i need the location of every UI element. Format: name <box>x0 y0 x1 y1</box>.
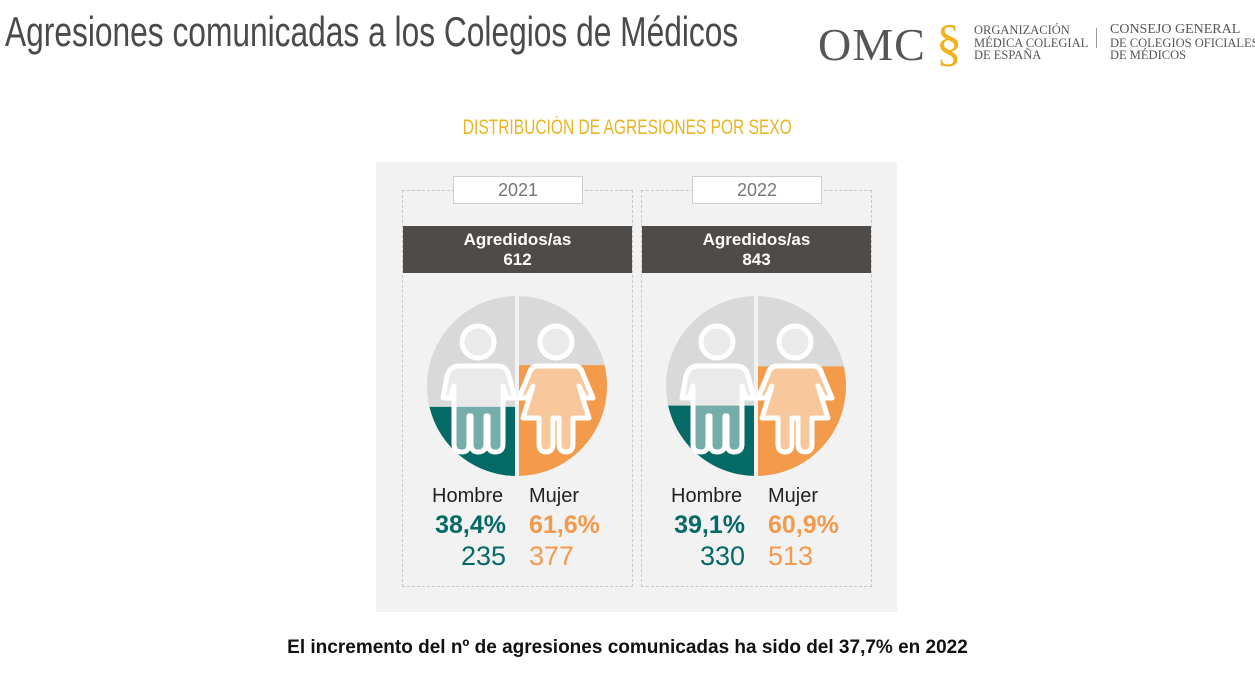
woman-head <box>537 323 575 361</box>
hombre-percent: 38,4% <box>435 511 506 539</box>
org-line: ORGANIZACIÓN <box>974 23 1070 37</box>
logo-council-name: CONSEJO GENERAL DE COLEGIOS OFICIALES DE… <box>1110 22 1255 62</box>
chart-subtitle: DISTRIBUCIÓN DE AGRESIONES POR SEXO <box>0 116 1255 140</box>
org-line: DE ESPAÑA <box>974 48 1042 62</box>
woman-head <box>776 323 814 361</box>
man-body <box>679 363 757 455</box>
mujer-percent: 60,9% <box>768 511 839 539</box>
council-line: DE MÉDICOS <box>1110 48 1187 62</box>
man-head <box>459 323 497 361</box>
year-label: 2021 <box>453 176 583 204</box>
year-card-2021: 2021 Agredidos/as 612 Hombre Mujer 38,4%… <box>402 176 633 587</box>
hombre-label: Hombre <box>671 485 743 507</box>
gender-pie <box>427 294 607 478</box>
header-label: Agredidos/as <box>463 230 572 249</box>
mujer-count: 513 <box>768 541 814 571</box>
logo-org-name: ORGANIZACIÓN MÉDICA COLEGIAL DE ESPAÑA <box>974 24 1088 62</box>
man-icon <box>440 323 518 455</box>
header-label: Agredidos/as <box>702 230 811 249</box>
footer-note: El incremento del nº de agresiones comun… <box>287 637 968 658</box>
total-value: 843 <box>742 250 771 269</box>
mujer-label: Mujer <box>529 485 580 507</box>
logo-acronym: OMC <box>818 19 926 70</box>
chart-panel: 2021 Agredidos/as 612 Hombre Mujer 38,4%… <box>376 162 897 612</box>
section-sign-icon: § <box>936 15 962 72</box>
year-label: 2022 <box>692 176 822 204</box>
org-line: MÉDICA COLEGIAL <box>974 35 1089 50</box>
page-title: Agresiones comunicadas a los Colegios de… <box>5 8 739 55</box>
council-line: DE COLEGIOS OFICIALES <box>1110 35 1255 50</box>
hombre-count: 330 <box>699 541 745 571</box>
logo-divider <box>1096 28 1097 48</box>
mujer-percent: 61,6% <box>529 511 600 539</box>
man-body <box>440 363 518 455</box>
mujer-count: 377 <box>529 541 575 571</box>
woman-icon <box>516 323 596 455</box>
woman-body <box>516 363 596 455</box>
hombre-count: 235 <box>460 541 506 571</box>
hombre-percent: 39,1% <box>674 511 745 539</box>
year-card-2022: 2022 Agredidos/as 843 Hombre Mujer 39,1%… <box>641 176 872 587</box>
total-header: Agredidos/as 843 <box>642 226 871 273</box>
subtitle-text: DISTRIBUCIÓN DE AGRESIONES POR SEXO <box>463 116 792 139</box>
man-head <box>698 323 736 361</box>
total-header: Agredidos/as 612 <box>403 226 632 273</box>
council-line: CONSEJO GENERAL <box>1110 22 1241 37</box>
total-value: 612 <box>503 250 532 269</box>
hombre-label: Hombre <box>432 485 504 507</box>
mujer-label: Mujer <box>768 485 819 507</box>
woman-icon <box>755 323 835 455</box>
gender-pie <box>666 294 846 478</box>
man-icon <box>679 323 757 455</box>
woman-body <box>755 363 835 455</box>
